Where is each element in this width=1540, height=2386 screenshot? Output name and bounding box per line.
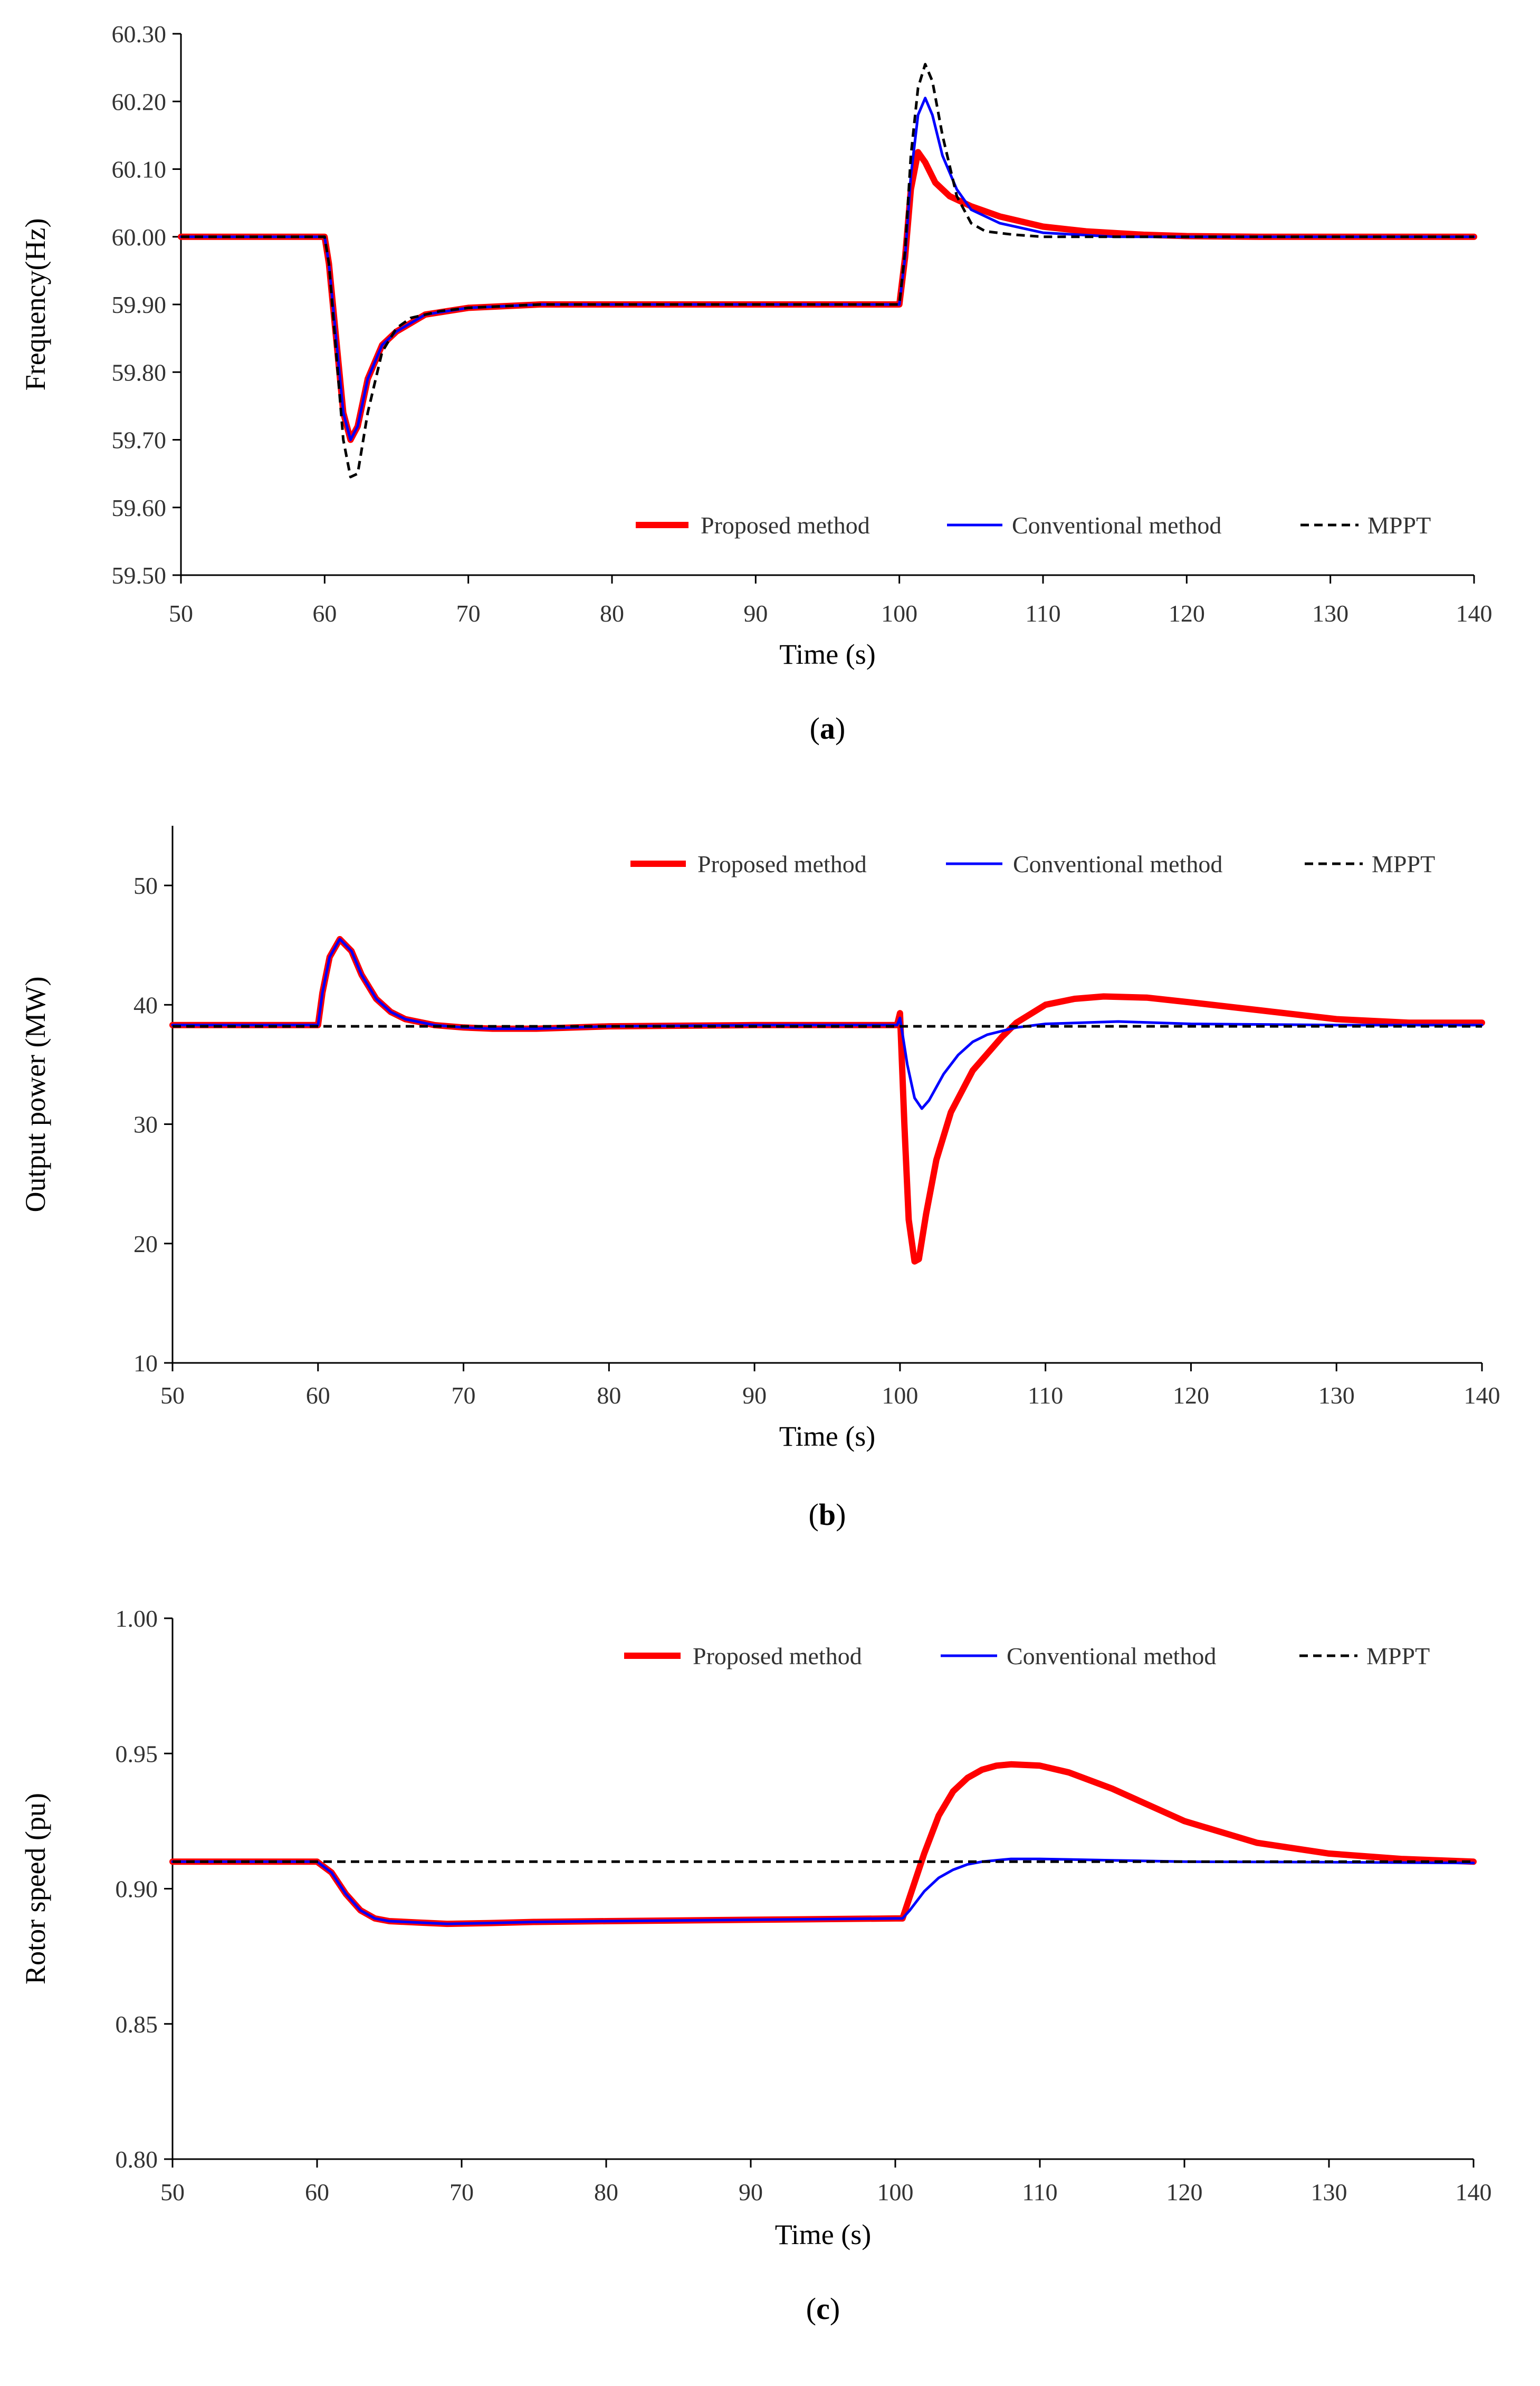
x-axis-title: Time (s) [775,2219,872,2250]
x-tick-label: 90 [743,600,768,627]
caption-letter: a [820,711,835,746]
y-tick-label: 10 [133,1350,158,1377]
y-axis-title: Output power (MW) [20,977,51,1213]
caption-letter: b [819,1497,836,1532]
panel-caption: (c) [806,2292,840,2326]
x-tick-label: 60 [305,2179,329,2206]
legend-label: Proposed method [697,851,867,877]
y-tick-label: 59.80 [112,359,167,386]
y-tick-label: 0.90 [116,1876,158,1903]
series-line-proposed-method [178,149,1477,443]
x-tick-label: 70 [452,1382,476,1409]
legend-label: MPPT [1366,1643,1430,1669]
x-tick-label: 130 [1312,600,1348,627]
y-tick-label: 60.20 [112,88,167,115]
x-axis-title: Time (s) [779,1420,876,1452]
y-tick-label: 0.85 [116,2011,158,2038]
x-tick-label: 50 [160,1382,185,1409]
x-tick-label: 110 [1025,600,1060,627]
caption-open: ( [806,2292,816,2326]
caption-close: ) [830,2292,840,2326]
x-tick-label: 130 [1318,1382,1355,1409]
y-tick-label: 60.00 [112,224,167,251]
series-line-mppt [181,63,1474,479]
x-tick-label: 120 [1169,600,1205,627]
x-tick-label: 90 [739,2179,763,2206]
legend-label: Conventional method [1012,512,1221,539]
y-tick-label: 40 [133,991,158,1018]
y-tick-label: 60.30 [112,21,167,47]
x-tick-label: 100 [877,2179,914,2206]
y-tick-label: 59.60 [112,494,167,521]
panel-caption: (b) [809,1497,846,1532]
x-tick-label: 120 [1173,1382,1209,1409]
y-tick-label: 1.00 [116,1605,158,1632]
legend-label: Proposed method [701,512,870,539]
legend-label: Proposed method [693,1643,862,1669]
x-tick-label: 140 [1456,600,1493,627]
x-tick-label: 140 [1456,2179,1492,2206]
y-tick-label: 30 [133,1111,158,1138]
y-axis-title: Rotor speed (pu) [20,1793,51,1984]
x-tick-label: 90 [742,1382,767,1409]
x-tick-label: 120 [1166,2179,1203,2206]
y-tick-label: 20 [133,1230,158,1257]
y-tick-label: 59.70 [112,427,167,454]
x-tick-label: 70 [449,2179,474,2206]
y-tick-label: 50 [133,872,158,899]
legend-label: Conventional method [1013,851,1222,877]
series-line-conventional-method [171,938,1484,1110]
x-tick-label: 130 [1311,2179,1347,2206]
y-tick-label: 0.95 [116,1740,158,1767]
y-axis-title: Frequency(Hz) [20,218,51,391]
y-tick-label: 60.10 [112,156,167,183]
x-tick-label: 80 [600,600,624,627]
legend-label: MPPT [1367,512,1431,539]
x-tick-label: 80 [597,1382,621,1409]
chart-panel-b: 10 20 30 40 50 50 60 70 80 90 100 110 120 130 140 Time … [20,826,1500,1532]
chart-panel-c: 0.80 0.85 0.90 0.95 1.00 50 60 70 80 90 100 110 120 1… [20,1605,1492,2326]
x-tick-label: 140 [1464,1382,1500,1409]
y-tick-label: 0.80 [116,2146,158,2173]
series-line-proposed-method [169,1761,1477,1927]
y-tick-label: 59.50 [112,562,167,589]
x-tick-label: 110 [1028,1382,1063,1409]
caption-close: ) [835,711,845,746]
series-line-conventional-method [171,1857,1475,1925]
x-tick-label: 110 [1022,2179,1057,2206]
caption-close: ) [836,1497,846,1532]
legend-label: MPPT [1372,851,1435,877]
caption-open: ( [810,711,820,746]
caption-open: ( [809,1497,819,1532]
x-axis-title: Time (s) [779,638,876,670]
x-tick-label: 100 [881,600,917,627]
x-tick-label: 50 [169,600,193,627]
series-line-conventional-method [179,97,1476,441]
y-tick-label: 59.90 [112,291,167,318]
x-tick-label: 100 [882,1382,918,1409]
x-tick-label: 70 [456,600,481,627]
x-tick-label: 60 [306,1382,330,1409]
x-tick-label: 50 [160,2179,185,2206]
x-tick-label: 80 [594,2179,618,2206]
chart-panel-a: 59.50 59.60 59.70 59.80 59.90 60.00 60.10 60.20… [20,21,1493,746]
caption-letter: c [816,2292,830,2326]
x-tick-label: 60 [312,600,337,627]
panel-caption: (a) [810,711,846,746]
legend-label: Conventional method [1007,1643,1216,1669]
